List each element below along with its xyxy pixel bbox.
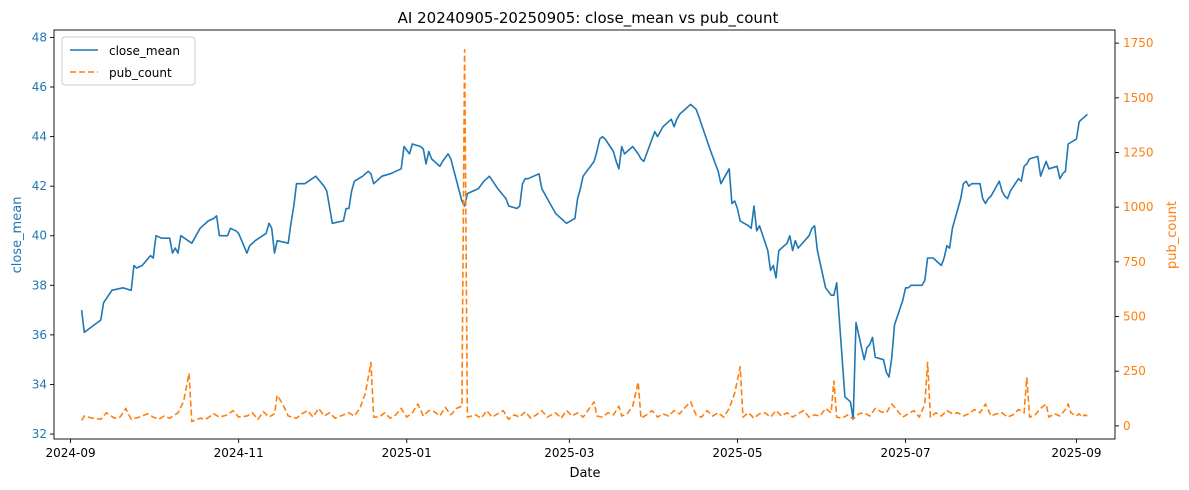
y-right-tick-label: 1000 (1123, 200, 1154, 214)
y-right-tick-label: 250 (1123, 364, 1146, 378)
legend-label-close-mean: close_mean (109, 44, 180, 58)
x-tick-label: 2024-11 (214, 446, 264, 460)
x-tick-label: 2025-01 (382, 446, 432, 460)
legend-label-pub-count: pub_count (109, 66, 172, 80)
x-tick-label: 2025-03 (544, 446, 594, 460)
y-left-tick-label: 40 (32, 229, 47, 243)
y-axis-label-left: close_mean (10, 197, 25, 274)
y-left-tick-label: 42 (32, 179, 47, 193)
x-axis-label: Date (569, 466, 600, 481)
y-left-tick-label: 36 (32, 328, 47, 342)
y-left-tick-label: 38 (32, 278, 47, 292)
x-tick-label: 2025-09 (1051, 446, 1101, 460)
series-line-pub-count (80, 48, 1088, 423)
x-tick-label: 2024-09 (45, 446, 95, 460)
y-axis-label-right: pub_count (1165, 201, 1180, 269)
y-left-tick-label: 44 (32, 130, 47, 144)
y-left-tick-label: 32 (32, 427, 47, 441)
x-tick-label: 2025-05 (712, 446, 762, 460)
y-left-tick-label: 34 (32, 377, 47, 391)
legend-box (61, 36, 196, 86)
plot-area: 2024-09 2024-11 2025-01 2025-03 2025-05 2025-… (32, 30, 1154, 460)
legend: close_mean pub_count (61, 36, 196, 86)
chart-title: AI 20240905-20250905: close_mean vs pub_… (398, 9, 779, 28)
y-right-tick-label: 500 (1123, 310, 1146, 324)
x-tick-label: 2025-07 (880, 446, 930, 460)
y-right-tick-label: 0 (1123, 419, 1131, 433)
plot-frame (53, 29, 1116, 440)
y-left-tick-label: 46 (32, 80, 47, 94)
series-line-close-mean (80, 103, 1088, 420)
y-right-tick-label: 1500 (1123, 91, 1154, 105)
y-right-tick-label: 750 (1123, 255, 1146, 269)
y-right-tick-label: 1250 (1123, 145, 1154, 159)
y-left-tick-label: 48 (32, 30, 47, 44)
y-right-tick-label: 1750 (1123, 36, 1154, 50)
